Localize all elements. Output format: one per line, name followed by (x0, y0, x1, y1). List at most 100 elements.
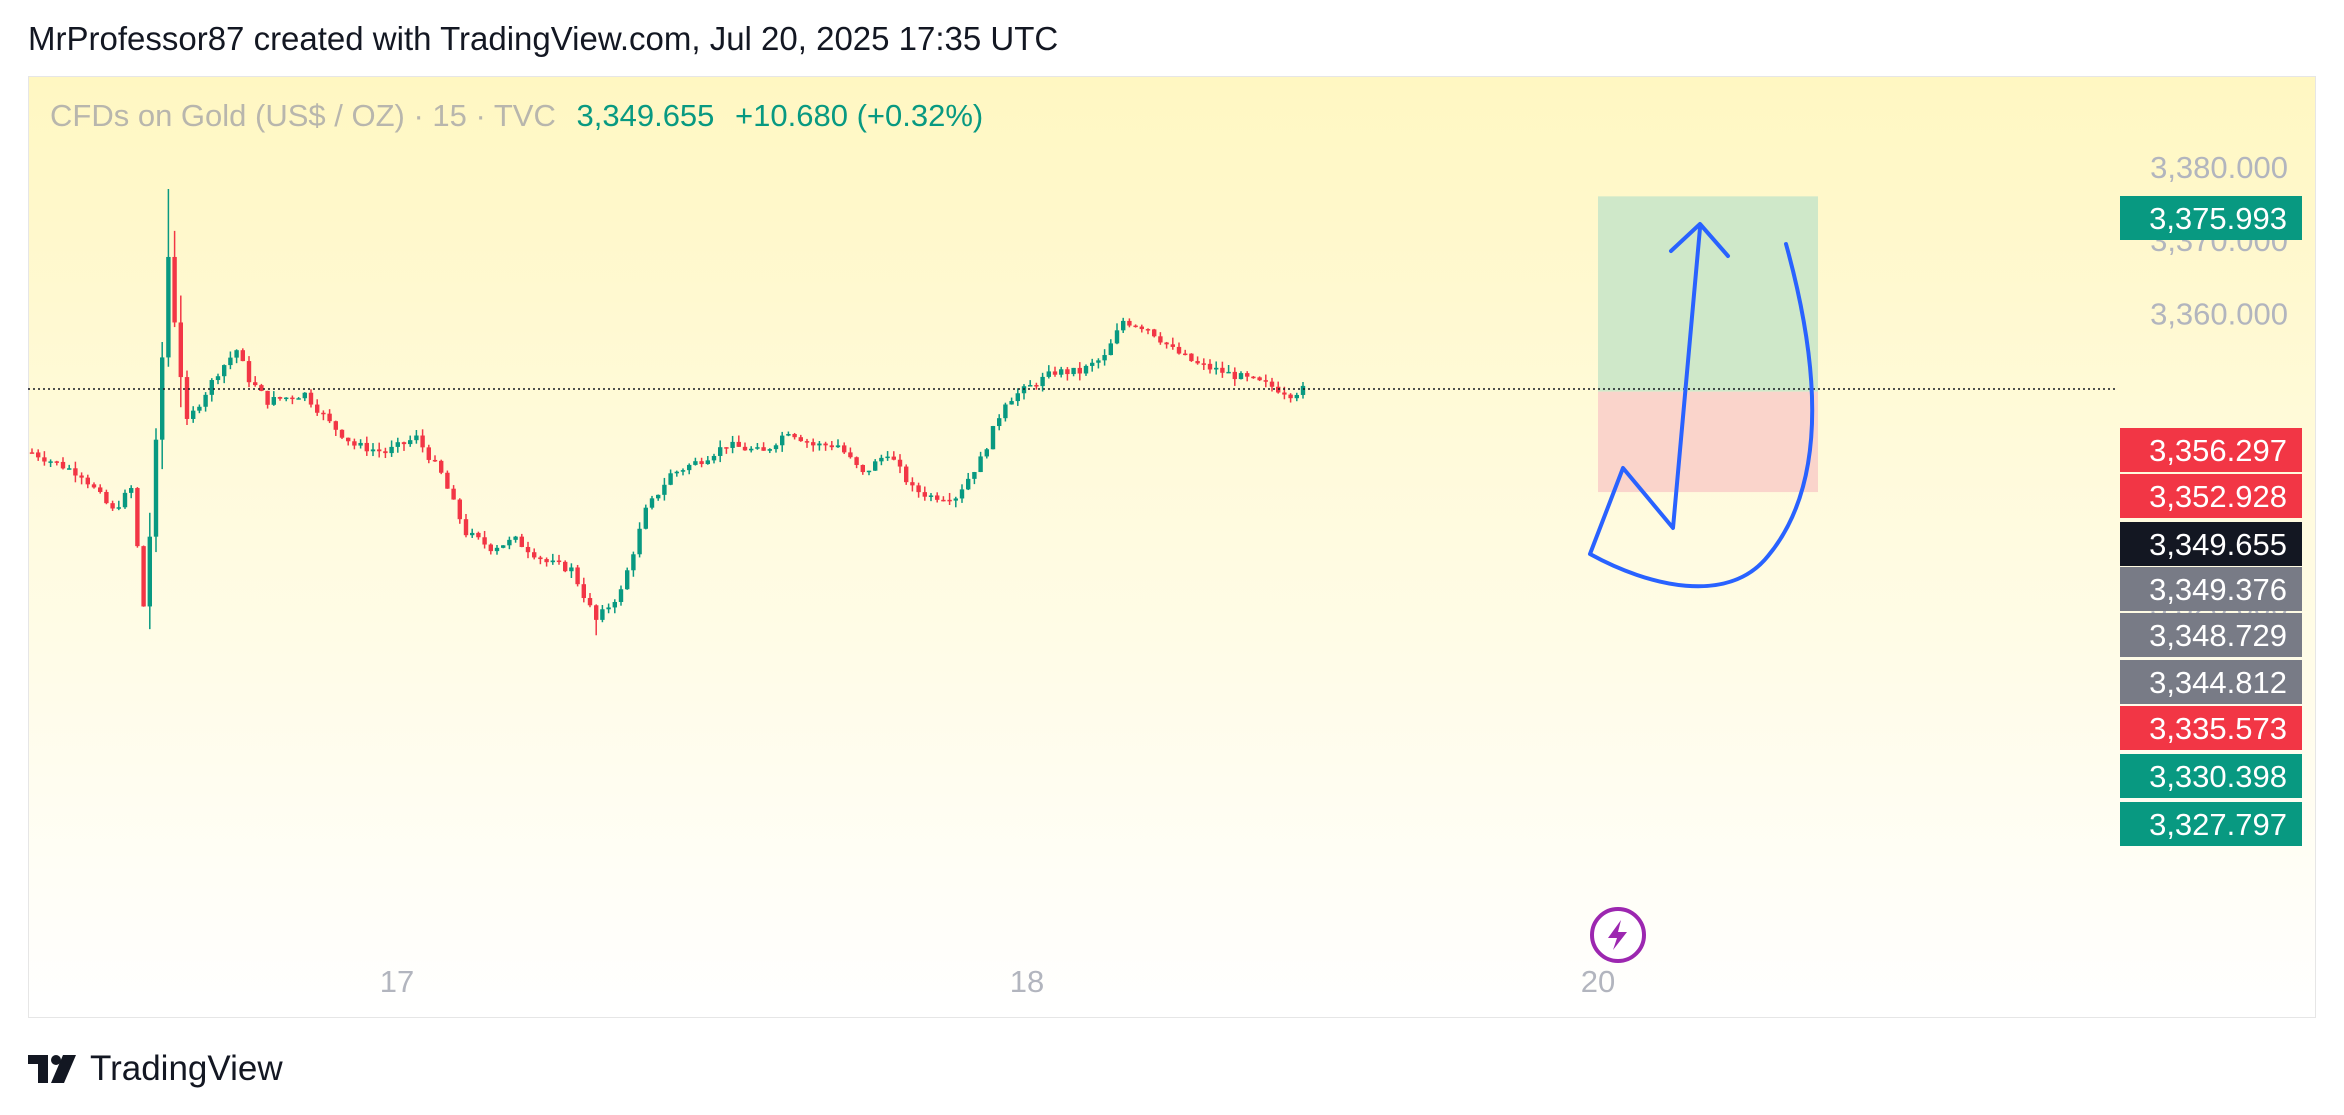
candle (98, 484, 103, 494)
candle (897, 454, 903, 474)
price-label: 3,330.398 (2120, 754, 2302, 798)
candle (1028, 380, 1033, 387)
candle (463, 513, 469, 538)
candle (191, 406, 196, 423)
candle (835, 439, 841, 448)
candle (842, 442, 847, 454)
candle (662, 477, 667, 501)
candle (122, 489, 128, 509)
candle (935, 492, 940, 503)
candle (482, 530, 487, 549)
candle (1071, 367, 1076, 377)
candle (656, 494, 661, 501)
candle (1294, 392, 1299, 402)
candle (215, 373, 221, 385)
svg-text:3,356.297: 3,356.297 (2149, 433, 2287, 468)
candle (1226, 365, 1231, 374)
candle (129, 485, 134, 499)
candle (42, 451, 47, 466)
candle (575, 564, 580, 587)
candle (1232, 367, 1237, 386)
candle (1083, 364, 1089, 376)
x-axis-tick-label: 17 (380, 964, 414, 999)
candle (587, 593, 593, 608)
candle (928, 493, 934, 502)
candle (1090, 358, 1095, 372)
candle (823, 441, 828, 451)
candle (817, 441, 822, 451)
candle (308, 389, 314, 408)
loss-zone[interactable] (1598, 391, 1818, 493)
candle (668, 469, 673, 486)
candle (916, 482, 921, 498)
candle (922, 486, 927, 501)
price-label: 3,348.729 (2120, 613, 2302, 657)
candle (110, 500, 115, 511)
svg-text:3,344.812: 3,344.812 (2149, 665, 2287, 700)
candle (749, 446, 754, 453)
candle (904, 464, 909, 485)
candle (395, 437, 400, 453)
svg-text:3,349.655: 3,349.655 (2149, 527, 2287, 562)
lightning-icon[interactable] (1590, 907, 1646, 963)
symbol-legend: CFDs on Gold (US$ / OZ) · 15 · TVC 3,349… (50, 98, 983, 134)
candle (1046, 365, 1051, 379)
candle (786, 431, 791, 437)
forecast-drawing (1588, 222, 1815, 589)
candle (885, 451, 890, 461)
candle (860, 464, 865, 475)
candle (184, 370, 190, 426)
candle (228, 351, 233, 370)
candle (85, 474, 90, 489)
candle (959, 484, 965, 503)
candle (1133, 324, 1138, 328)
candle (941, 496, 946, 502)
candle (525, 541, 531, 559)
candle (693, 457, 698, 466)
price-label: 3,349.655 (2120, 522, 2302, 566)
candle (246, 356, 252, 388)
candle (910, 477, 915, 492)
y-axis-tick-label: 3,360.000 (2150, 296, 2288, 331)
candle (178, 295, 183, 408)
candle (1059, 366, 1064, 378)
profit-zone[interactable] (1598, 196, 1818, 392)
candle (1183, 349, 1188, 356)
candle (612, 599, 617, 614)
candle (439, 459, 444, 475)
candle (538, 555, 543, 565)
candle (848, 447, 853, 459)
candle (674, 470, 679, 477)
candle (1170, 337, 1175, 350)
candle (222, 364, 227, 384)
candle (1269, 377, 1275, 392)
candle (1158, 332, 1163, 345)
candle (811, 438, 816, 452)
candle (1102, 349, 1107, 366)
candle (730, 435, 735, 454)
candle (1195, 356, 1200, 365)
candle (321, 410, 326, 421)
candle (1009, 397, 1014, 405)
candle (736, 435, 741, 447)
candle (1214, 361, 1219, 375)
candle (711, 453, 717, 464)
candle (513, 535, 518, 543)
candle (36, 449, 41, 461)
candle (997, 414, 1002, 431)
candle (854, 456, 859, 469)
candle (346, 437, 351, 446)
candle (420, 429, 425, 453)
candle (873, 459, 878, 471)
candle (172, 230, 177, 328)
price-label: 3,344.812 (2120, 660, 2302, 704)
svg-text:3,349.376: 3,349.376 (2149, 572, 2287, 607)
candle (804, 438, 810, 448)
candle (1077, 362, 1082, 381)
price-label: 3,352.928 (2120, 474, 2302, 518)
chart-panel[interactable] (28, 76, 2316, 1018)
candle (1108, 339, 1113, 356)
candle (1176, 342, 1182, 355)
candle (631, 551, 636, 577)
